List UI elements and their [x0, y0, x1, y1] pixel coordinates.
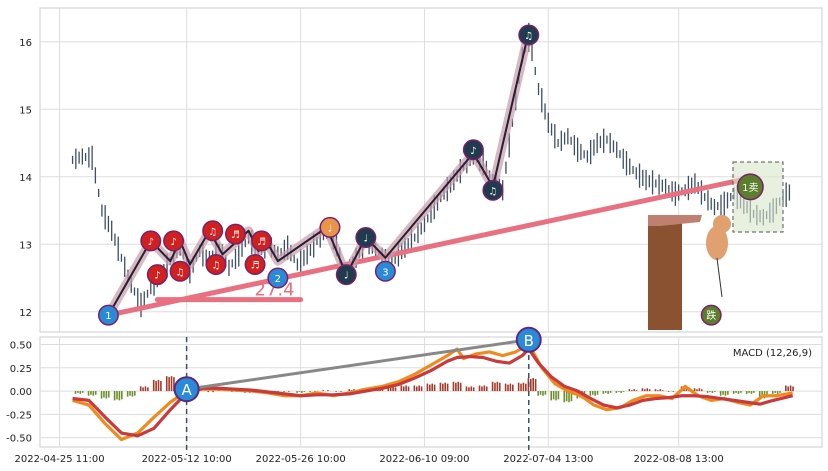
climbing-dog-illustration	[706, 215, 731, 298]
macd-y-tick-label: -0.50	[6, 434, 32, 445]
price-marker-label: ♪	[148, 237, 154, 248]
macd-connector-line	[186, 338, 529, 391]
price-marker	[206, 255, 225, 274]
macd-y-tick-label: 0.00	[10, 387, 32, 398]
price-marker-label: 跌	[706, 309, 716, 322]
price-marker-label: ♬	[231, 230, 240, 241]
macd-marker	[515, 326, 542, 353]
price-marker-label: ♩	[363, 234, 368, 245]
macd-line-red	[72, 347, 794, 438]
price-marker-label: ♬	[257, 237, 266, 248]
price-marker	[203, 221, 222, 240]
price-marker-label: ♩	[344, 271, 349, 282]
price-marker-label: ♫	[208, 227, 217, 238]
dog-body	[706, 226, 728, 260]
dog-rope	[716, 257, 723, 298]
macd-marker-label: B	[524, 332, 534, 350]
price-marker-label: ♩	[328, 223, 333, 234]
trend-line	[105, 175, 753, 318]
price-marker	[483, 181, 502, 200]
price-marker	[519, 26, 538, 44]
x-tick-label: 2022-04-25 11:00	[14, 454, 104, 465]
price-marker-label: 1卖	[742, 182, 758, 194]
price-marker	[164, 231, 183, 250]
macd-y-tick-label: -0.25	[6, 410, 32, 421]
cliff-ledge	[648, 215, 702, 226]
price-frame	[39, 7, 823, 333]
price-marker	[376, 262, 395, 281]
price-marker-label: ♫	[176, 267, 185, 278]
price-y-tick-label: 12	[19, 308, 32, 319]
dog-head	[713, 215, 731, 233]
x-tick-label: 2022-08-08 13:00	[634, 454, 724, 465]
x-tick-label: 2022-06-10 09:00	[379, 454, 469, 465]
cliff-shape	[648, 215, 682, 330]
x-tick-label: 2022-05-12 10:00	[142, 454, 232, 465]
price-marker	[226, 225, 245, 244]
price-y-tick-label: 16	[19, 38, 32, 49]
price-marker	[337, 265, 356, 284]
price-marker	[738, 174, 763, 199]
price-marker	[464, 140, 483, 159]
price-marker-label: ♪	[470, 146, 476, 157]
price-marker	[246, 255, 265, 274]
price-marker-label: ♫	[211, 261, 220, 272]
macd-marker	[173, 376, 200, 403]
price-marker-label: 3	[382, 267, 388, 278]
price-marker-label: ♪	[170, 237, 176, 248]
price-marker	[702, 306, 721, 325]
price-marker-label: 1	[105, 311, 111, 322]
x-tick-label: 2022-05-26 10:00	[256, 454, 346, 465]
price-marker-label: ♬	[251, 261, 260, 272]
price-y-tick-label: 15	[19, 105, 32, 116]
x-axis: 2022-04-25 11:00 2022-05-12 10:00 2022-05-…	[14, 454, 723, 465]
price-marker	[268, 269, 287, 287]
price-marker	[320, 218, 339, 237]
price-marker-label: ♫	[488, 186, 497, 197]
price-marker	[148, 265, 167, 284]
price-y-tick-label: 13	[19, 240, 32, 251]
price-y-tick-label: 14	[19, 173, 32, 184]
x-tick-label: 2022-07-04 13:00	[503, 454, 593, 465]
macd-title: MACD (12,26,9)	[733, 348, 812, 359]
price-marker-label: ♫	[524, 31, 533, 42]
price-marker	[99, 306, 118, 325]
price-marker	[252, 231, 271, 250]
price-marker-label: ♪	[154, 271, 160, 282]
macd-panel: -0.50 -0.25 0.00 0.25 0.50 A B MACD (12,26,9)	[6, 326, 823, 455]
price-marker	[171, 262, 190, 281]
price-marker-label: 2	[275, 274, 281, 285]
macd-marker-label: A	[181, 381, 192, 399]
macd-y-tick-label: 0.25	[10, 364, 32, 375]
price-marker	[356, 228, 375, 247]
price-marker	[141, 231, 160, 250]
macd-y-tick-label: 0.50	[10, 340, 32, 351]
